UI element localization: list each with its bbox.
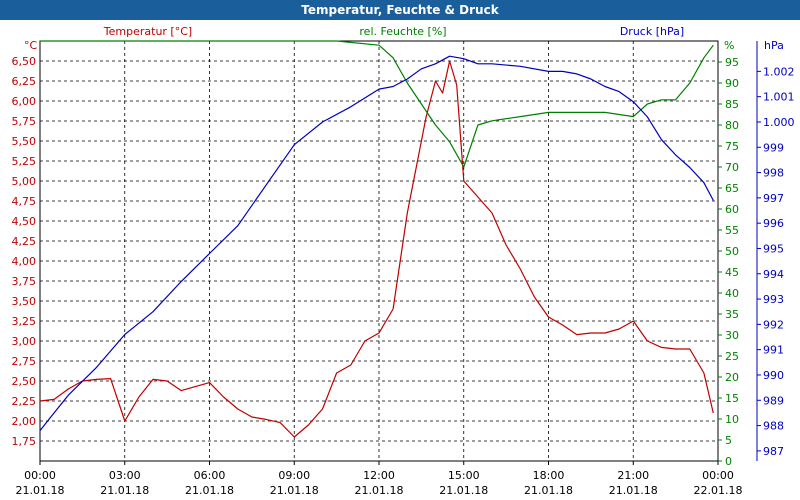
series-pressure-line (39, 55, 714, 431)
mid-tick-label: 75 (725, 140, 739, 153)
chart: 1,75 2,00 2,25 2,50 2,75 3,00 3,25 3,50 3,75 4,00… (0, 20, 800, 500)
x-tick-date: 22.01.18 (694, 484, 743, 497)
left-tick-label: 3,50 (12, 295, 37, 308)
x-tick-time: 15:00 (448, 469, 480, 482)
right-tick-label: 1.002 (763, 65, 795, 78)
right-axis-unit: hPa (764, 39, 784, 52)
mid-tick-label: 95 (725, 56, 739, 69)
grid (40, 41, 718, 461)
x-tick-time: 03:00 (109, 469, 141, 482)
mid-tick-label: 35 (725, 308, 739, 321)
right-tick-label: 1.001 (763, 91, 795, 104)
mid-tick-label: 10 (725, 413, 739, 426)
left-axis-unit: °C (24, 39, 38, 52)
left-tick-label: 5,50 (12, 135, 37, 148)
right-tick-label: 989 (763, 394, 784, 407)
left-tick-label: 3,75 (12, 275, 37, 288)
mid-tick-label: 70 (725, 161, 739, 174)
right-tick-label: 992 (763, 318, 784, 331)
x-tick-time: 00:00 (24, 469, 56, 482)
mid-tick-label: 5 (725, 434, 732, 447)
left-tick-label: 5,00 (12, 175, 37, 188)
mid-tick-label: 85 (725, 98, 739, 111)
left-tick-label: 5,25 (12, 155, 37, 168)
axes: 1,75 2,00 2,25 2,50 2,75 3,00 3,25 3,50 3,75 4,00… (12, 41, 795, 497)
x-tick-date: 21.01.18 (439, 484, 488, 497)
mid-tick-label: 45 (725, 266, 739, 279)
series-humidity-line (40, 40, 714, 168)
left-tick-label: 4,25 (12, 235, 37, 248)
left-tick-label: 6,50 (12, 55, 37, 68)
x-tick-date: 21.01.18 (185, 484, 234, 497)
x-tick-time: 09:00 (278, 469, 310, 482)
x-tick-date: 21.01.18 (16, 484, 65, 497)
right-tick-label: 994 (763, 268, 784, 281)
x-tick-date: 21.01.18 (100, 484, 149, 497)
left-tick-label: 2,25 (12, 395, 37, 408)
series-temperature-line (39, 60, 714, 438)
mid-tick-label: 50 (725, 245, 739, 258)
right-tick-label: 993 (763, 293, 784, 306)
left-tick-label: 3,00 (12, 335, 37, 348)
left-tick-label: 3,25 (12, 315, 37, 328)
mid-axis-unit: % (724, 39, 734, 52)
right-tick-label: 1.000 (763, 116, 795, 129)
right-tick-label: 997 (763, 192, 784, 205)
mid-tick-label: 60 (725, 203, 739, 216)
mid-tick-label: 25 (725, 350, 739, 363)
mid-tick-label: 80 (725, 119, 739, 132)
x-tick-time: 18:00 (533, 469, 565, 482)
legend-humidity: rel. Feuchte [%] (359, 25, 446, 38)
x-tick-date: 21.01.18 (609, 484, 658, 497)
mid-tick-label: 90 (725, 77, 739, 90)
series-layer (39, 40, 714, 438)
mid-tick-label: 0 (725, 455, 732, 468)
x-tick-time: 21:00 (617, 469, 649, 482)
mid-tick-label: 20 (725, 371, 739, 384)
right-tick-label: 998 (763, 167, 784, 180)
mid-tick-label: 55 (725, 224, 739, 237)
right-tick-label: 991 (763, 344, 784, 357)
right-tick-label: 999 (763, 141, 784, 154)
right-tick-label: 990 (763, 369, 784, 382)
mid-tick-label: 65 (725, 182, 739, 195)
right-tick-label: 987 (763, 445, 784, 458)
left-tick-label: 6,00 (12, 95, 37, 108)
right-tick-label: 995 (763, 242, 784, 255)
left-tick-label: 4,00 (12, 255, 37, 268)
x-tick-date: 21.01.18 (355, 484, 404, 497)
left-tick-label: 2,00 (12, 415, 37, 428)
x-tick-time: 12:00 (363, 469, 395, 482)
right-tick-label: 988 (763, 420, 784, 433)
mid-tick-label: 15 (725, 392, 739, 405)
window-title: Temperatur, Feuchte & Druck (0, 0, 800, 20)
left-tick-label: 5,75 (12, 115, 37, 128)
mid-tick-label: 40 (725, 287, 739, 300)
left-tick-label: 1,75 (12, 435, 37, 448)
left-tick-label: 4,50 (12, 215, 37, 228)
left-tick-label: 6,25 (12, 75, 37, 88)
left-tick-label: 2,50 (12, 375, 37, 388)
left-tick-label: 2,75 (12, 355, 37, 368)
x-tick-date: 21.01.18 (524, 484, 573, 497)
left-tick-label: 4,75 (12, 195, 37, 208)
legend-temperature: Temperatur [°C] (103, 25, 192, 38)
x-tick-time: 06:00 (194, 469, 226, 482)
x-tick-time: 00:00 (702, 469, 734, 482)
legend-pressure: Druck [hPa] (620, 25, 684, 38)
right-tick-label: 996 (763, 217, 784, 230)
mid-tick-label: 30 (725, 329, 739, 342)
x-tick-date: 21.01.18 (270, 484, 319, 497)
